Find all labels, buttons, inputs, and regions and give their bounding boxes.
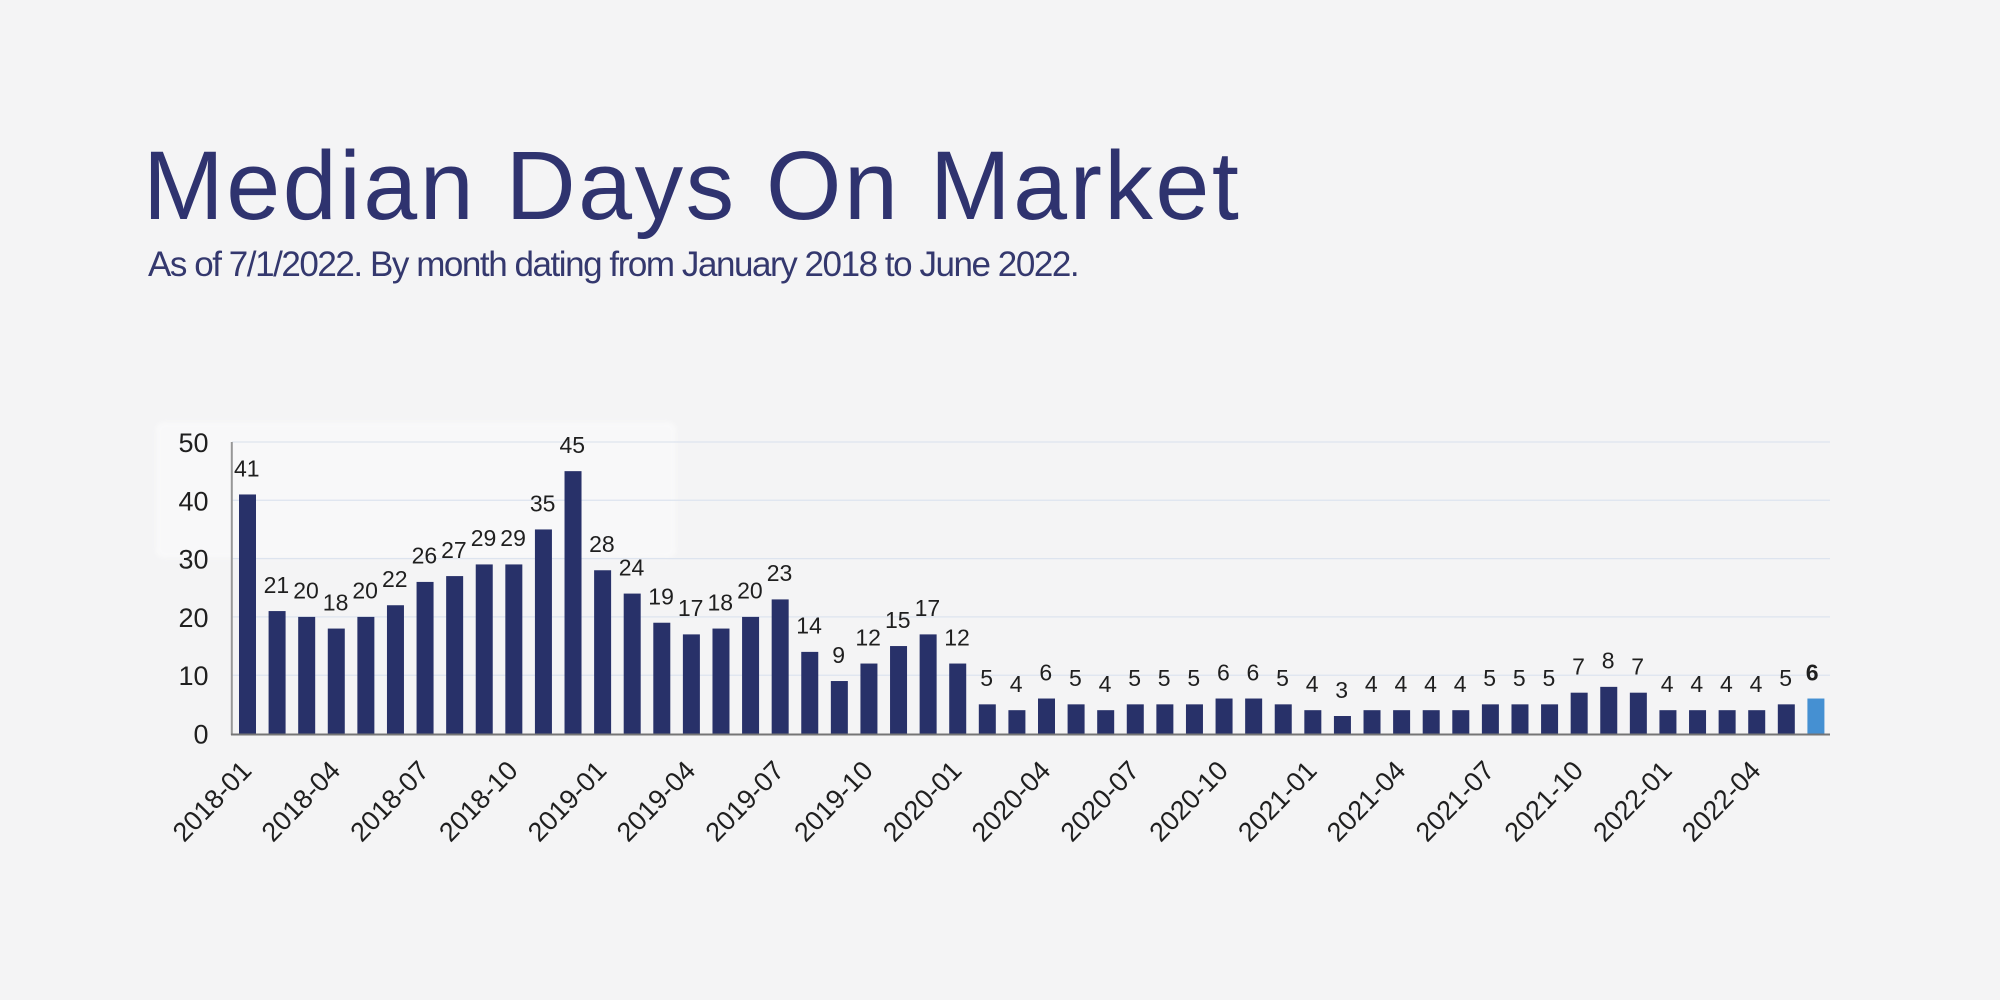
svg-text:2018-01: 2018-01: [167, 755, 257, 847]
svg-text:28: 28: [589, 531, 615, 557]
svg-text:2021-07: 2021-07: [1410, 755, 1500, 847]
svg-text:Median Days On Market: Median Days On Market: [143, 131, 1241, 240]
svg-text:4: 4: [1395, 671, 1408, 697]
svg-text:20: 20: [352, 578, 378, 604]
svg-text:18: 18: [708, 589, 734, 615]
svg-text:29: 29: [500, 525, 526, 551]
svg-text:2019-10: 2019-10: [788, 755, 878, 847]
svg-text:4: 4: [1750, 671, 1763, 697]
svg-text:5: 5: [1069, 665, 1082, 691]
svg-text:7: 7: [1572, 654, 1585, 680]
svg-text:12: 12: [855, 624, 881, 650]
svg-text:5: 5: [1543, 665, 1556, 691]
svg-text:4: 4: [1306, 671, 1319, 697]
svg-text:22: 22: [382, 566, 408, 592]
svg-text:2021-10: 2021-10: [1499, 755, 1589, 847]
svg-text:3: 3: [1335, 677, 1348, 703]
svg-text:2021-04: 2021-04: [1321, 755, 1411, 847]
svg-text:18: 18: [323, 589, 349, 615]
svg-text:17: 17: [915, 595, 941, 621]
svg-text:2020-04: 2020-04: [966, 755, 1056, 847]
svg-text:4: 4: [1010, 671, 1023, 697]
svg-text:0: 0: [193, 720, 208, 750]
svg-text:5: 5: [1276, 665, 1289, 691]
svg-text:4: 4: [1424, 671, 1437, 697]
svg-text:20: 20: [293, 578, 319, 604]
svg-text:2018-04: 2018-04: [256, 755, 346, 847]
svg-text:17: 17: [678, 595, 704, 621]
svg-text:27: 27: [441, 537, 467, 563]
svg-text:19: 19: [648, 584, 674, 610]
svg-text:21: 21: [264, 572, 290, 598]
svg-text:4: 4: [1365, 671, 1378, 697]
svg-text:23: 23: [767, 560, 793, 586]
svg-text:29: 29: [471, 525, 497, 551]
svg-text:2022-04: 2022-04: [1676, 755, 1766, 847]
svg-text:45: 45: [560, 432, 586, 458]
svg-text:6: 6: [1806, 659, 1819, 685]
svg-text:6: 6: [1247, 659, 1260, 685]
svg-text:5: 5: [980, 665, 993, 691]
svg-text:5: 5: [1483, 665, 1496, 691]
svg-text:6: 6: [1217, 659, 1230, 685]
svg-text:7: 7: [1631, 654, 1644, 680]
svg-text:5: 5: [1779, 665, 1792, 691]
svg-text:4: 4: [1720, 671, 1733, 697]
svg-text:4: 4: [1454, 671, 1467, 697]
svg-text:9: 9: [832, 642, 845, 668]
svg-text:2018-10: 2018-10: [433, 755, 523, 847]
svg-text:24: 24: [619, 554, 645, 580]
svg-text:20: 20: [737, 578, 763, 604]
svg-text:4: 4: [1690, 671, 1703, 697]
svg-text:8: 8: [1602, 648, 1615, 674]
svg-text:2019-01: 2019-01: [522, 755, 612, 847]
svg-text:2021-01: 2021-01: [1232, 755, 1322, 847]
svg-text:6: 6: [1039, 659, 1052, 685]
svg-text:40: 40: [178, 486, 208, 516]
svg-text:26: 26: [412, 543, 438, 569]
svg-text:15: 15: [885, 607, 911, 633]
svg-text:2019-04: 2019-04: [611, 755, 701, 847]
svg-text:5: 5: [1128, 665, 1141, 691]
svg-text:2020-01: 2020-01: [877, 755, 967, 847]
svg-text:12: 12: [944, 624, 970, 650]
svg-text:2020-10: 2020-10: [1143, 755, 1233, 847]
svg-text:As of 7/1/2022. By month datin: As of 7/1/2022. By month dating from Jan…: [148, 245, 1078, 284]
svg-text:30: 30: [178, 545, 208, 575]
svg-text:41: 41: [234, 455, 260, 481]
svg-text:2019-07: 2019-07: [700, 755, 790, 847]
svg-text:2018-07: 2018-07: [344, 755, 434, 847]
svg-text:4: 4: [1099, 671, 1112, 697]
svg-text:35: 35: [530, 490, 556, 516]
svg-text:2022-01: 2022-01: [1587, 755, 1677, 847]
svg-text:10: 10: [178, 661, 208, 691]
svg-text:14: 14: [796, 613, 822, 639]
svg-text:2020-07: 2020-07: [1055, 755, 1145, 847]
svg-text:4: 4: [1661, 671, 1674, 697]
svg-text:50: 50: [178, 428, 208, 458]
svg-text:5: 5: [1513, 665, 1526, 691]
svg-text:5: 5: [1158, 665, 1171, 691]
svg-text:5: 5: [1187, 665, 1200, 691]
svg-text:20: 20: [178, 603, 208, 633]
